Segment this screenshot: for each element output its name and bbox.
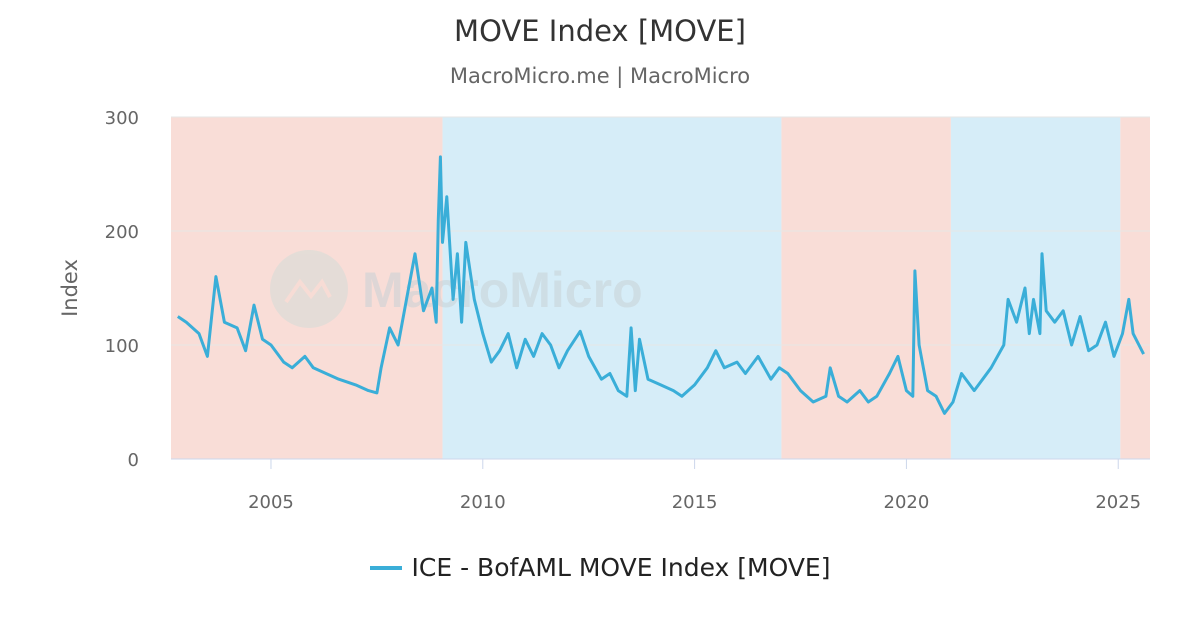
x-tick-label: 2025	[1095, 492, 1141, 513]
legend-swatch	[369, 565, 402, 570]
legend-label: ICE - BofAML MOVE Index [MOVE]	[411, 553, 831, 582]
watermark: MacroMicro	[270, 250, 643, 328]
background-band	[781, 117, 951, 459]
series-line-move-index[interactable]	[176, 155, 1145, 415]
y-tick-label: 300	[105, 108, 139, 129]
background-band	[1120, 117, 1150, 459]
x-tick-label: 2020	[884, 492, 930, 513]
x-tick-label: 2010	[460, 492, 506, 513]
chart-title: MOVE Index [MOVE]	[454, 14, 746, 48]
y-axis-label: Index	[58, 259, 82, 317]
y-tick-label: 0	[128, 450, 139, 471]
background-band	[950, 117, 1121, 459]
legend-item[interactable]: ICE - BofAML MOVE Index [MOVE]	[0, 553, 1200, 582]
x-tick-label: 2015	[672, 492, 718, 513]
y-tick-label: 200	[105, 222, 139, 243]
x-tick-label: 2005	[248, 492, 294, 513]
background-band	[442, 117, 782, 459]
y-tick-label: 100	[105, 336, 139, 357]
chart-subtitle: MacroMicro.me | MacroMicro	[449, 64, 751, 88]
